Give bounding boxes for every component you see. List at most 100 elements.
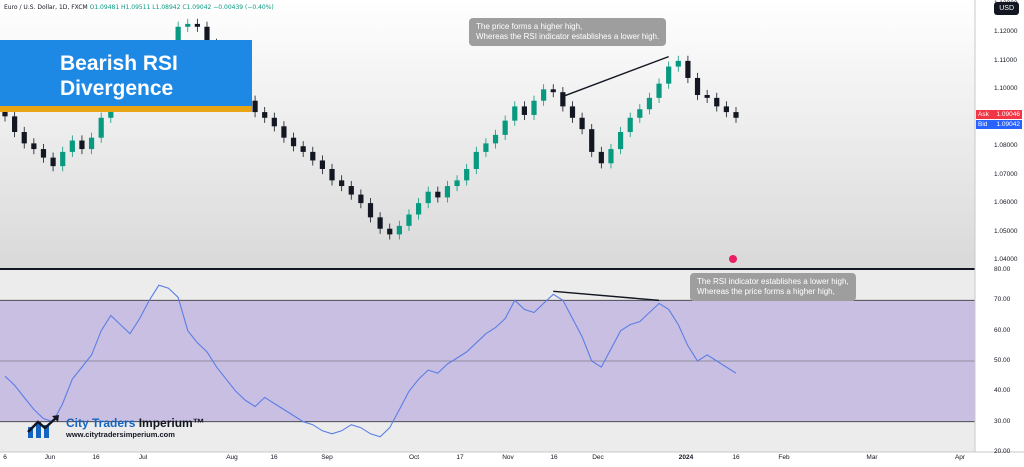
- time-tick-label: Nov: [502, 454, 514, 461]
- candle-body: [502, 120, 508, 135]
- candle-body: [675, 60, 681, 67]
- time-tick-label: 2024: [678, 454, 694, 461]
- candle-body: [733, 112, 739, 118]
- candle-body: [569, 106, 576, 118]
- ohlc-values: O1.09481 H1.09511 L1.08942 C1.09042 −0.0…: [89, 4, 274, 11]
- brand-url: www.citytradersimperium.com: [66, 429, 175, 439]
- candle-body: [550, 89, 556, 93]
- candle-body: [541, 89, 547, 101]
- candle-body: [531, 100, 537, 115]
- time-tick-label: Jul: [138, 454, 148, 461]
- time-tick-label: Mar: [866, 454, 878, 461]
- rsi-callout: The RSI indicator establishes a lower hi…: [690, 273, 856, 301]
- candle-body: [60, 151, 66, 167]
- price-divergence-line: [562, 55, 669, 98]
- candle-body: [473, 151, 479, 169]
- candle-body: [723, 106, 729, 113]
- price-tick-label: 1.11000: [994, 56, 1018, 64]
- candle-body: [579, 117, 585, 130]
- time-tick-label: Aug: [226, 454, 238, 461]
- candle-body: [339, 180, 345, 187]
- candle-body: [98, 117, 104, 138]
- bid-value: 1.09042: [996, 121, 1021, 128]
- candle-body: [12, 116, 18, 132]
- brand-name: City Traders Imperium™: [66, 415, 205, 430]
- candle-body: [666, 66, 672, 84]
- time-tick-label: 6: [3, 454, 7, 461]
- time-tick-label: 16: [732, 454, 740, 461]
- candle-body: [21, 132, 27, 144]
- candle-body: [271, 117, 277, 127]
- candle-body: [444, 186, 451, 198]
- rsi-tick-label: 70.00: [994, 296, 1011, 304]
- candle-body: [396, 225, 402, 235]
- candle-body: [646, 97, 653, 110]
- candle-body: [637, 109, 643, 118]
- candle-body: [464, 168, 470, 181]
- candle-body: [175, 26, 181, 50]
- candle-body: [329, 168, 335, 181]
- candle-body: [617, 132, 624, 150]
- price-callout-line-1: The price forms a higher high,: [476, 22, 583, 31]
- candle-body: [608, 149, 614, 164]
- currency-tag[interactable]: USD: [994, 2, 1019, 15]
- rsi-callout-line-1: The RSI indicator establishes a lower hi…: [697, 277, 849, 286]
- price-tick-label: 1.10000: [994, 85, 1018, 93]
- candle-body: [685, 60, 691, 78]
- candle-body: [204, 26, 210, 44]
- candle-body: [69, 140, 75, 152]
- candle-body: [319, 160, 326, 169]
- rsi-tick-label: 80.00: [994, 266, 1011, 273]
- rsi-tick-label: 50.00: [994, 357, 1011, 364]
- candle-body: [454, 180, 460, 187]
- candle-body: [367, 203, 374, 218]
- candle-body: [377, 217, 383, 229]
- rsi-tick-label: 30.00: [994, 417, 1011, 425]
- price-tick-label: 1.05000: [994, 227, 1018, 235]
- price-callout: The price forms a higher high, Whereas t…: [469, 18, 667, 46]
- rsi-divergence-line: [553, 290, 660, 302]
- candle-body: [415, 203, 422, 215]
- pane-divider[interactable]: [0, 268, 975, 270]
- rsi-line: [4, 284, 737, 438]
- candle-body: [483, 143, 489, 152]
- candle-body: [589, 129, 595, 152]
- title-line-1: Bearish RSI: [60, 52, 178, 75]
- candle-body: [598, 151, 604, 164]
- candle-body: [435, 191, 441, 198]
- price-callout-line-2: Whereas the RSI indicator establishes a …: [476, 32, 660, 41]
- candle-body: [252, 100, 258, 113]
- chart-logo-icon: [27, 415, 59, 438]
- candle-body: [31, 143, 37, 150]
- ask-value: 1.09046: [996, 111, 1021, 118]
- time-tick-label: Apr: [954, 454, 966, 461]
- candle-body: [194, 23, 200, 27]
- candle-body: [387, 228, 393, 235]
- candle-body: [40, 149, 47, 158]
- candle-body: [694, 77, 701, 96]
- candle-body: [406, 214, 412, 226]
- rsi-tick-label: 20.00: [994, 448, 1011, 455]
- candle-body: [310, 151, 316, 161]
- ask-label: Ask: [978, 111, 989, 118]
- candle-body: [492, 134, 499, 144]
- candle-body: [512, 106, 518, 121]
- candle-body: [281, 126, 287, 138]
- title-banner: Bearish RSI Divergence: [0, 40, 252, 112]
- time-tick-label: Dec: [592, 454, 604, 461]
- rsi-tick-label: 60.00: [994, 326, 1011, 334]
- brand-logo[interactable]: City Traders Imperium™ www.citytradersim…: [26, 414, 205, 440]
- time-tick-label: 17: [456, 454, 464, 461]
- candle-body: [290, 137, 297, 147]
- rsi-tick-label: 40.00: [994, 387, 1011, 395]
- time-tick-label: 16: [270, 454, 278, 461]
- price-tick-label: 1.08000: [994, 142, 1018, 150]
- bid-label: Bid: [978, 121, 988, 128]
- time-tick-label: Oct: [408, 454, 420, 461]
- price-tick-label: 1.07000: [994, 170, 1018, 178]
- price-tick-label: 1.04000: [994, 256, 1018, 263]
- candle-body: [358, 194, 364, 204]
- candle-body: [262, 112, 268, 118]
- event-marker[interactable]: [729, 255, 737, 263]
- symbol-info: Euro / U.S. Dollar, 1D, FXCM O1.09481 H1…: [4, 4, 274, 11]
